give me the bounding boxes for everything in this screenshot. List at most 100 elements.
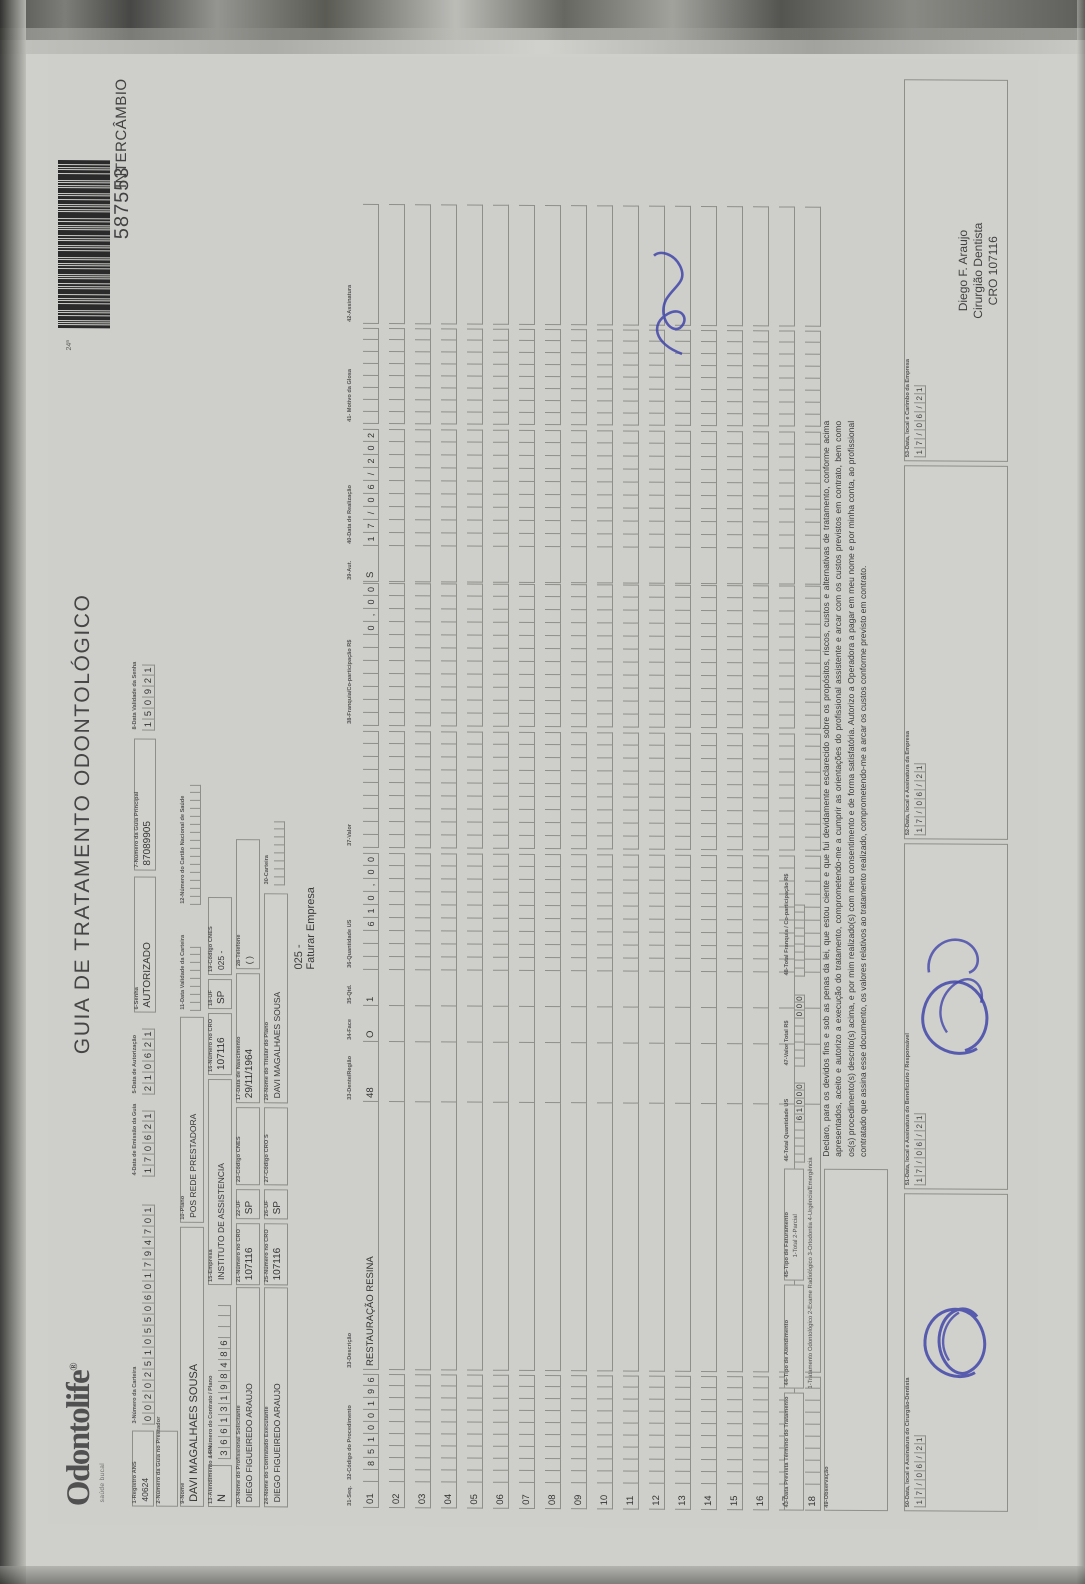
table-cell-aut[interactable] bbox=[804, 548, 821, 585]
table-cell-seq[interactable]: 02 bbox=[388, 1482, 405, 1509]
table-cell-desc[interactable] bbox=[674, 1103, 691, 1372]
table-cell-franq[interactable] bbox=[596, 583, 613, 728]
table-cell-seq[interactable]: 08 bbox=[544, 1483, 561, 1510]
table-cell-face[interactable] bbox=[440, 1006, 457, 1043]
table-cell-codigo[interactable] bbox=[440, 1370, 457, 1483]
table-cell-face[interactable] bbox=[570, 1007, 587, 1044]
table-cell-datarz[interactable] bbox=[492, 425, 509, 547]
table-cell-seq[interactable]: 07 bbox=[518, 1482, 535, 1509]
table-row[interactable]: 16 bbox=[743, 78, 769, 1511]
table-cell-assin[interactable] bbox=[596, 205, 613, 326]
table-cell-codigo[interactable] bbox=[544, 1371, 561, 1484]
table-cell-desc[interactable] bbox=[570, 1103, 587, 1372]
table-cell-qtdus[interactable] bbox=[570, 849, 587, 972]
table-cell-motivo[interactable] bbox=[700, 326, 717, 427]
table-cell-franq[interactable] bbox=[466, 583, 483, 727]
table-cell-motivo[interactable] bbox=[622, 325, 639, 426]
table-cell-face[interactable] bbox=[544, 1007, 561, 1044]
table-cell-motivo[interactable] bbox=[596, 325, 613, 426]
table-cell-valor[interactable] bbox=[440, 726, 457, 849]
field-empresa[interactable]: 15-Empresa INSTITUTO DE ASSISTENCIA bbox=[207, 1078, 232, 1286]
table-cell-dente[interactable] bbox=[492, 1042, 509, 1103]
table-cell-assin[interactable] bbox=[752, 206, 769, 327]
field-uf-solicitante[interactable]: 18-UF SP bbox=[207, 978, 232, 1010]
table-cell-franq[interactable] bbox=[570, 583, 587, 728]
table-cell-motivo[interactable] bbox=[778, 326, 795, 427]
table-cell-face[interactable] bbox=[492, 1006, 509, 1043]
table-cell-codigo[interactable] bbox=[518, 1371, 535, 1483]
table-cell-motivo[interactable] bbox=[674, 326, 691, 426]
table-cell-aut[interactable] bbox=[778, 548, 795, 585]
table-cell-assin[interactable] bbox=[388, 204, 405, 325]
table-cell-seq[interactable]: 10 bbox=[596, 1483, 613, 1510]
table-cell-assin[interactable] bbox=[492, 204, 509, 325]
field-nome-beneficiario[interactable]: 9-Nome DAVI MAGALHAES SOUSA bbox=[179, 1226, 204, 1507]
table-cell-datarz[interactable] bbox=[674, 426, 691, 548]
table-cell-datarz[interactable] bbox=[726, 426, 743, 549]
table-cell-valor[interactable] bbox=[388, 726, 405, 849]
table-cell-qtd[interactable] bbox=[648, 971, 665, 1008]
table-cell-desc[interactable] bbox=[388, 1102, 405, 1371]
table-cell-dente[interactable] bbox=[596, 1043, 613, 1104]
table-cell-assin[interactable] bbox=[466, 204, 483, 325]
table-cell-codigo[interactable] bbox=[752, 1372, 769, 1485]
table-cell-assin[interactable] bbox=[362, 203, 379, 324]
table-cell-assin[interactable] bbox=[778, 206, 795, 327]
table-cell-qtd[interactable] bbox=[622, 971, 639, 1008]
table-cell-codigo[interactable] bbox=[570, 1371, 587, 1484]
table-cell-seq[interactable]: 05 bbox=[466, 1482, 483, 1509]
table-cell-franq[interactable] bbox=[622, 583, 639, 728]
table-cell-qtdus[interactable] bbox=[414, 848, 431, 971]
table-cell-valor[interactable] bbox=[414, 726, 431, 849]
table-cell-seq[interactable]: 06 bbox=[492, 1482, 509, 1509]
table-cell-qtdus[interactable] bbox=[492, 849, 509, 971]
table-cell-assin[interactable] bbox=[804, 206, 821, 327]
table-cell-motivo[interactable] bbox=[570, 325, 587, 426]
table-cell-datarz[interactable] bbox=[804, 427, 821, 549]
table-cell-assin[interactable] bbox=[414, 204, 431, 325]
field-numero-cro-contratado[interactable]: 25-Número no CRO 107116 bbox=[263, 1223, 288, 1286]
table-cell-face[interactable]: O bbox=[362, 1005, 379, 1042]
table-cell-assin[interactable] bbox=[648, 205, 665, 326]
table-row[interactable]: 01 8 5 1 0 0 1 9 6 RESTAURAÇÃO RESINA 48 O 1 6 1 0, 0 0 0,… bbox=[353, 76, 379, 1508]
field-tipo-atendimento[interactable]: 44-Tipo de Atendimento bbox=[783, 1284, 804, 1389]
table-cell-dente[interactable] bbox=[752, 1044, 769, 1105]
table-cell-desc[interactable] bbox=[466, 1102, 483, 1371]
table-cell-codigo[interactable] bbox=[414, 1370, 431, 1483]
table-cell-franq[interactable] bbox=[778, 584, 795, 729]
table-cell-datarz[interactable] bbox=[440, 424, 457, 547]
signature-dentist[interactable]: 50-Data, local e Assinatura do Cirurgião… bbox=[903, 1193, 1008, 1512]
table-cell-dente[interactable] bbox=[648, 1043, 665, 1104]
table-cell-aut[interactable] bbox=[622, 547, 639, 584]
table-cell-valor[interactable] bbox=[804, 729, 821, 851]
table-cell-motivo[interactable] bbox=[362, 324, 379, 424]
table-cell-aut[interactable] bbox=[440, 546, 457, 583]
field-nome-profissional-solicitante[interactable]: 20-Nome do Profissional Solicitante DIEG… bbox=[235, 1287, 260, 1508]
table-cell-assin[interactable] bbox=[700, 205, 717, 327]
table-cell-qtd[interactable] bbox=[778, 972, 795, 1009]
table-cell-dente[interactable] bbox=[674, 1043, 691, 1104]
table-cell-qtd[interactable] bbox=[492, 970, 509, 1007]
table-cell-desc[interactable]: RESTAURAÇÃO RESINA bbox=[362, 1101, 379, 1370]
table-row[interactable]: 14 bbox=[691, 78, 717, 1511]
signature-company-stamp-date[interactable]: 1 7/0 6/2 1 bbox=[913, 385, 926, 458]
table-cell-franq[interactable] bbox=[726, 584, 743, 729]
table-cell-motivo[interactable] bbox=[804, 327, 821, 427]
table-row[interactable]: 11 bbox=[613, 77, 639, 1510]
table-cell-codigo[interactable] bbox=[596, 1371, 613, 1484]
table-cell-motivo[interactable] bbox=[466, 325, 483, 425]
table-cell-valor[interactable] bbox=[622, 727, 639, 850]
table-row[interactable]: 07 bbox=[509, 77, 535, 1509]
table-cell-valor[interactable] bbox=[596, 727, 613, 850]
table-cell-qtdus[interactable] bbox=[440, 848, 457, 971]
table-cell-franq[interactable] bbox=[492, 583, 509, 727]
field-validade-carteira-cells[interactable] bbox=[189, 946, 201, 1011]
table-row[interactable]: 06 bbox=[483, 77, 509, 1509]
table-cell-aut[interactable] bbox=[596, 547, 613, 584]
table-cell-dente[interactable] bbox=[622, 1043, 639, 1104]
table-cell-codigo[interactable] bbox=[492, 1371, 509, 1483]
table-cell-qtd[interactable] bbox=[700, 971, 717, 1009]
